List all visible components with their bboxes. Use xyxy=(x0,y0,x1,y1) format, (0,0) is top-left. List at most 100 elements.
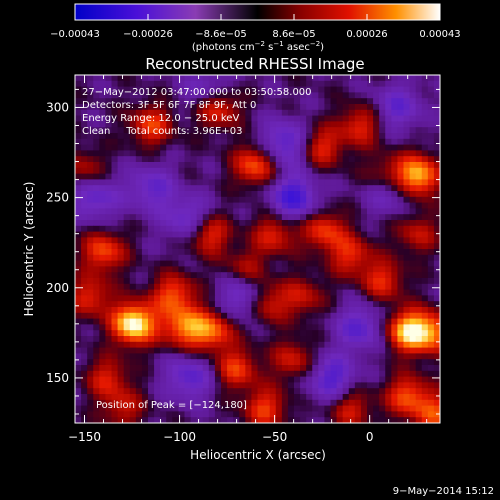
heatmap-pixel xyxy=(348,127,356,134)
heatmap-pixel xyxy=(160,307,167,314)
heatmap-pixel xyxy=(294,266,301,273)
heatmap-pixel xyxy=(129,138,137,145)
heatmap-pixel xyxy=(184,399,191,406)
heatmap-pixel xyxy=(409,382,417,389)
heatmap-pixel xyxy=(202,347,210,354)
heatmap-pixel xyxy=(385,312,392,319)
heatmap-pixel xyxy=(391,278,398,285)
heatmap-pixel xyxy=(99,92,106,99)
heatmap-pixel xyxy=(263,98,271,105)
heatmap-pixel xyxy=(154,115,161,122)
heatmap-pixel xyxy=(99,266,106,273)
heatmap-pixel xyxy=(196,341,204,348)
heatmap-pixel xyxy=(184,318,191,325)
heatmap-pixel xyxy=(257,179,264,186)
heatmap-pixel xyxy=(184,394,191,401)
heatmap-pixel xyxy=(427,214,435,221)
heatmap-pixel xyxy=(251,202,258,209)
heatmap-pixel xyxy=(257,150,264,157)
heatmap-pixel xyxy=(312,121,319,128)
heatmap-pixel xyxy=(245,347,252,354)
heatmap-pixel xyxy=(190,260,198,267)
heatmap-pixel xyxy=(433,133,441,140)
heatmap-pixel xyxy=(294,324,301,331)
heatmap-pixel xyxy=(129,312,137,319)
colorbar-unit-label: (photons cm−2 s−1 asec−2) xyxy=(192,40,324,53)
heatmap-pixel xyxy=(154,86,161,93)
heatmap-pixel xyxy=(330,104,337,111)
heatmap-pixel xyxy=(269,301,277,308)
heatmap-pixel xyxy=(154,370,161,377)
heatmap-pixel xyxy=(385,220,392,227)
heatmap-pixel xyxy=(245,115,252,122)
heatmap-pixel xyxy=(330,330,337,337)
heatmap-pixel xyxy=(190,98,198,105)
heatmap-pixel xyxy=(427,127,435,134)
heatmap-pixel xyxy=(294,405,301,412)
heatmap-pixel xyxy=(287,208,295,215)
heatmap-pixel xyxy=(281,109,289,116)
heatmap-pixel xyxy=(324,75,331,82)
heatmap-pixel xyxy=(87,225,94,232)
heatmap-pixel xyxy=(397,115,404,122)
heatmap-pixel xyxy=(360,225,368,232)
heatmap-pixel xyxy=(148,341,155,348)
heatmap-pixel xyxy=(129,115,137,122)
heatmap-pixel xyxy=(281,150,289,157)
heatmap-pixel xyxy=(160,150,167,157)
heatmap-pixel xyxy=(123,86,131,93)
heatmap-pixel xyxy=(397,196,404,203)
heatmap-pixel xyxy=(269,225,277,232)
heatmap-pixel xyxy=(427,405,435,412)
heatmap-pixel xyxy=(202,370,210,377)
heatmap-pixel xyxy=(427,289,435,296)
heatmap-pixel xyxy=(178,214,185,221)
heatmap-pixel xyxy=(160,388,167,395)
heatmap-pixel xyxy=(391,382,398,389)
heatmap-pixel xyxy=(239,75,246,82)
heatmap-pixel xyxy=(269,115,277,122)
heatmap-pixel xyxy=(111,307,118,314)
heatmap-pixel xyxy=(318,394,325,401)
heatmap-pixel xyxy=(391,254,398,261)
heatmap-pixel xyxy=(208,173,216,180)
heatmap-pixel xyxy=(397,347,404,354)
heatmap-pixel xyxy=(415,324,423,331)
heatmap-pixel xyxy=(300,167,307,174)
heatmap-pixel xyxy=(221,138,228,145)
heatmap-pixel xyxy=(433,80,441,87)
heatmap-pixel xyxy=(300,370,307,377)
heatmap-pixel xyxy=(111,382,118,389)
heatmap-pixel xyxy=(403,341,410,348)
heatmap-pixel xyxy=(300,365,307,372)
heatmap-pixel xyxy=(208,115,216,122)
heatmap-pixel xyxy=(403,237,410,244)
heatmap-pixel xyxy=(202,98,210,105)
heatmap-pixel xyxy=(415,173,423,180)
heatmap-pixel xyxy=(105,353,112,360)
heatmap-pixel xyxy=(342,249,350,256)
heatmap-pixel xyxy=(202,196,210,203)
heatmap-pixel xyxy=(160,399,167,406)
heatmap-pixel xyxy=(373,278,380,285)
heatmap-pixel xyxy=(117,272,125,279)
heatmap-pixel xyxy=(336,80,344,87)
heatmap-pixel xyxy=(172,98,179,105)
heatmap-pixel xyxy=(105,411,112,418)
heatmap-pixel xyxy=(221,289,228,296)
heatmap-pixel xyxy=(409,388,417,395)
heatmap-pixel xyxy=(427,336,435,343)
heatmap-pixel xyxy=(87,249,94,256)
heatmap-pixel xyxy=(184,405,191,412)
heatmap-pixel xyxy=(93,411,100,418)
heatmap-pixel xyxy=(354,266,362,273)
heatmap-pixel xyxy=(294,370,301,377)
heatmap-pixel xyxy=(135,121,143,128)
heatmap-pixel xyxy=(324,144,331,151)
heatmap-pixel xyxy=(300,376,307,383)
heatmap-pixel xyxy=(348,121,356,128)
heatmap-pixel xyxy=(233,92,240,99)
colorbar-unit-sup2: −1 xyxy=(273,40,283,48)
heatmap-pixel xyxy=(245,196,252,203)
heatmap-pixel xyxy=(427,138,435,145)
